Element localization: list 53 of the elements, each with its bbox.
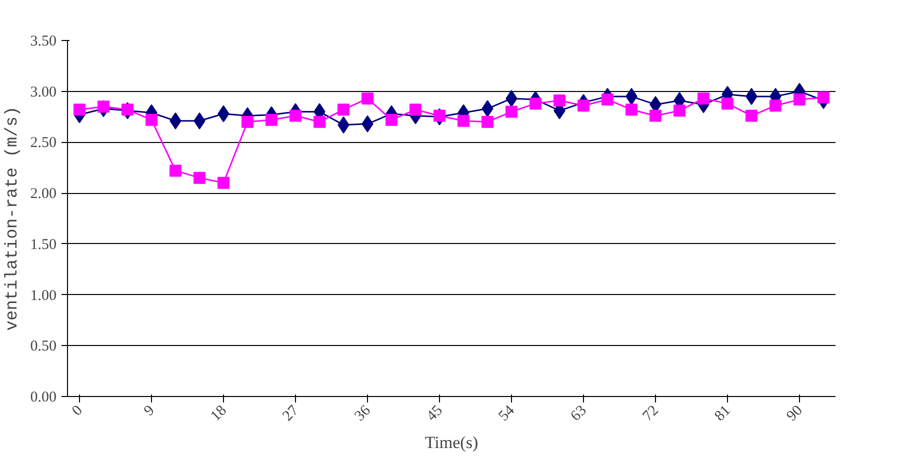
- point: [626, 104, 638, 116]
- point: [146, 114, 158, 126]
- point: [722, 98, 734, 110]
- point: [218, 176, 230, 189]
- x-tick-label: 0: [69, 402, 86, 420]
- point: [338, 104, 350, 116]
- point: [770, 100, 782, 112]
- y-tick-label: 2.50: [30, 135, 56, 152]
- point: [458, 114, 470, 127]
- x-tick-label: 36: [352, 402, 374, 424]
- point: [794, 93, 806, 106]
- point: [602, 93, 614, 106]
- point: [530, 98, 542, 110]
- point: [746, 110, 758, 122]
- point: [74, 104, 86, 116]
- point: [362, 92, 374, 104]
- point: [434, 110, 446, 122]
- x-tick-label: 81: [712, 402, 734, 424]
- y-tick-label: 2.00: [30, 186, 56, 202]
- x-tick-label: 63: [568, 402, 590, 424]
- point: [482, 116, 494, 128]
- y-tick-label: 0.00: [30, 390, 56, 406]
- x-tick-label: 27: [280, 402, 302, 424]
- x-axis-title: Time(s): [424, 433, 478, 452]
- x-tick-label: 9: [141, 402, 158, 420]
- y-tick-label: 3.00: [30, 84, 56, 100]
- point: [386, 114, 398, 126]
- y-tick-label: 0.50: [30, 338, 56, 355]
- point: [170, 164, 182, 177]
- point: [554, 94, 566, 107]
- point: [506, 106, 518, 118]
- point: [266, 114, 278, 126]
- point: [578, 100, 590, 112]
- y-tick-label: 3.50: [30, 34, 56, 50]
- point: [194, 172, 206, 184]
- point: [674, 104, 686, 117]
- point: [410, 104, 422, 116]
- x-tick-label: 54: [496, 402, 518, 424]
- point: [122, 104, 134, 116]
- x-tick-label: 90: [784, 402, 806, 424]
- point: [98, 100, 110, 113]
- y-tick-label: 1.50: [30, 236, 56, 253]
- point: [698, 92, 710, 104]
- y-tick-label: 1.00: [30, 288, 56, 304]
- point: [290, 110, 302, 122]
- x-tick-label: 45: [424, 402, 446, 424]
- point: [818, 91, 830, 104]
- x-tick-label: 72: [640, 402, 662, 424]
- point: [314, 116, 326, 128]
- y-axis-title: ventilation-rate (m/s): [3, 106, 22, 331]
- point: [650, 110, 662, 122]
- point: [242, 116, 254, 128]
- x-tick-label: 18: [208, 402, 230, 424]
